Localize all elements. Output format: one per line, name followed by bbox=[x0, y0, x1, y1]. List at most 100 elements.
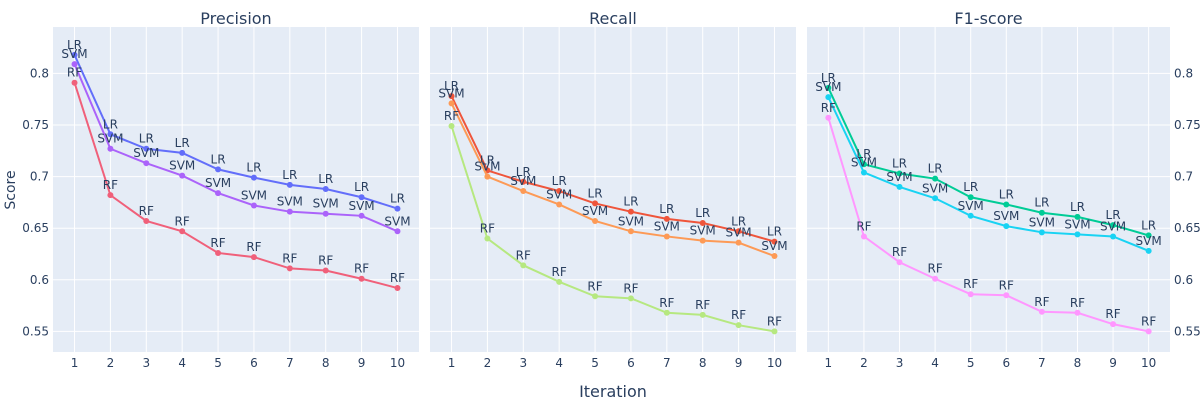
point-label-svm: SVM bbox=[169, 159, 195, 173]
data-point-lr bbox=[448, 93, 455, 100]
data-point-lr bbox=[896, 170, 903, 177]
point-label-lr: LR bbox=[67, 38, 82, 52]
data-point-lr bbox=[1038, 209, 1045, 216]
data-point-svm bbox=[825, 94, 832, 101]
point-label-lr: LR bbox=[318, 172, 333, 186]
point-label-lr: LR bbox=[444, 79, 459, 93]
point-label-svm: SVM bbox=[886, 170, 912, 184]
x-tick-label: 6 bbox=[250, 356, 258, 370]
y-tick-label-right: 0.65 bbox=[1174, 221, 1200, 235]
point-label-lr: LR bbox=[139, 132, 154, 146]
point-label-lr: LR bbox=[516, 165, 531, 179]
point-label-rf: RF bbox=[1070, 296, 1085, 310]
point-label-rf: RF bbox=[1105, 307, 1120, 321]
point-label-rf: RF bbox=[480, 222, 495, 236]
point-label-svm: SVM bbox=[313, 197, 339, 211]
data-point-lr bbox=[322, 185, 329, 192]
point-label-lr: LR bbox=[588, 186, 603, 200]
point-label-svm: SVM bbox=[438, 86, 464, 100]
point-label-lr: LR bbox=[659, 202, 674, 216]
panel-title-3: F1-score bbox=[954, 9, 1022, 28]
y-tick-label-left: 0.8 bbox=[30, 66, 49, 80]
point-label-lr: LR bbox=[856, 147, 871, 161]
data-point-lr bbox=[394, 205, 401, 212]
x-tick-label: 7 bbox=[1038, 356, 1046, 370]
data-point-lr bbox=[107, 131, 114, 138]
point-label-rf: RF bbox=[175, 214, 190, 228]
series-line-rf bbox=[73, 82, 398, 289]
data-point-svm bbox=[394, 228, 401, 235]
point-label-svm: SVM bbox=[1029, 215, 1055, 229]
point-label-svm: SVM bbox=[958, 199, 984, 213]
y-axis-title: Score bbox=[3, 170, 19, 209]
point-label-lr: LR bbox=[695, 206, 710, 220]
point-label-rf: RF bbox=[354, 262, 369, 276]
x-tick-label: 1 bbox=[448, 356, 456, 370]
series-line-lr bbox=[827, 87, 1149, 237]
data-point-lr bbox=[627, 208, 634, 215]
data-point-svm bbox=[448, 100, 455, 107]
data-point-svm bbox=[107, 145, 114, 152]
data-point-rf bbox=[484, 235, 491, 242]
data-point-rf bbox=[825, 114, 832, 121]
data-point-rf bbox=[448, 123, 455, 130]
point-label-svm: SVM bbox=[654, 219, 680, 233]
point-label-rf: RF bbox=[390, 271, 405, 285]
data-point-lr bbox=[860, 161, 867, 168]
data-point-svm bbox=[735, 239, 742, 246]
data-point-lr bbox=[556, 188, 563, 195]
point-label-lr: LR bbox=[1070, 200, 1085, 214]
data-point-svm bbox=[322, 210, 329, 217]
y-tick-label-left: 0.7 bbox=[30, 170, 49, 184]
data-point-rf bbox=[735, 322, 742, 329]
point-label-svm: SVM bbox=[690, 224, 716, 238]
data-point-lr bbox=[358, 194, 365, 201]
x-tick-label: 3 bbox=[896, 356, 904, 370]
point-label-lr: LR bbox=[623, 195, 638, 209]
data-point-lr bbox=[932, 175, 939, 182]
data-point-rf bbox=[179, 228, 186, 235]
point-label-lr: LR bbox=[1141, 218, 1156, 232]
series-line-rf bbox=[450, 125, 775, 333]
x-tick-label: 4 bbox=[555, 356, 563, 370]
point-label-lr: LR bbox=[767, 225, 782, 239]
data-point-rf bbox=[394, 285, 401, 292]
plot-background-2 bbox=[430, 27, 796, 352]
data-point-svm bbox=[1003, 223, 1010, 230]
x-tick-label: 8 bbox=[699, 356, 707, 370]
data-point-svm bbox=[179, 172, 186, 179]
data-point-svm bbox=[358, 212, 365, 219]
data-point-lr bbox=[1110, 222, 1117, 229]
x-tick-label: 1 bbox=[71, 356, 79, 370]
x-tick-label: 8 bbox=[322, 356, 330, 370]
point-label-svm: SVM bbox=[241, 188, 267, 202]
point-label-rf: RF bbox=[963, 277, 978, 291]
data-point-lr bbox=[663, 215, 670, 222]
x-tick-label: 8 bbox=[1074, 356, 1082, 370]
data-point-rf bbox=[860, 233, 867, 240]
data-point-lr bbox=[215, 166, 222, 173]
data-point-rf bbox=[1074, 309, 1081, 316]
data-point-svm bbox=[250, 202, 257, 209]
x-tick-label: 5 bbox=[967, 356, 975, 370]
x-tick-label: 6 bbox=[627, 356, 635, 370]
data-point-rf bbox=[771, 328, 778, 335]
data-point-lr bbox=[699, 220, 706, 227]
point-label-svm: SVM bbox=[277, 195, 303, 209]
data-point-rf bbox=[107, 192, 114, 199]
data-point-rf bbox=[286, 265, 293, 272]
series-line-svm bbox=[450, 102, 775, 257]
data-point-svm bbox=[215, 190, 222, 197]
data-point-rf bbox=[967, 291, 974, 298]
point-label-rf: RF bbox=[103, 178, 118, 192]
data-point-rf bbox=[699, 311, 706, 318]
point-label-svm: SVM bbox=[761, 239, 787, 253]
y-tick-label-right: 0.75 bbox=[1174, 118, 1200, 132]
data-point-svm bbox=[663, 233, 670, 240]
point-label-rf: RF bbox=[731, 308, 746, 322]
point-label-rf: RF bbox=[210, 236, 225, 250]
data-point-rf bbox=[1110, 321, 1117, 328]
point-label-rf: RF bbox=[444, 109, 459, 123]
data-point-svm bbox=[771, 253, 778, 260]
x-tick-label: 10 bbox=[390, 356, 405, 370]
